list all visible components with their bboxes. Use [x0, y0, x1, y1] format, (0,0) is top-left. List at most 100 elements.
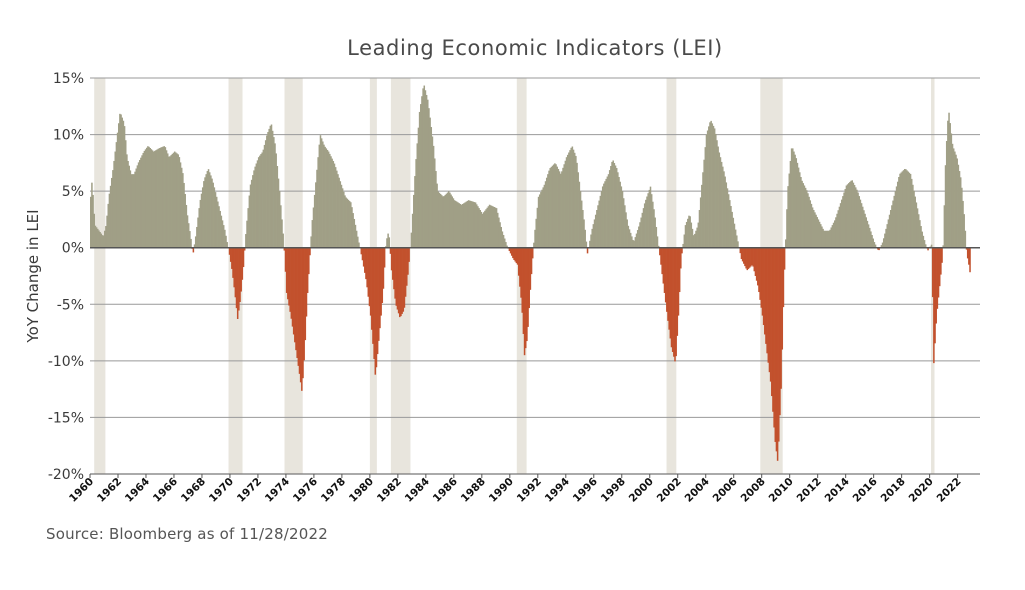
bar-584: [771, 247, 773, 397]
bar-385: [538, 194, 541, 248]
bar-192: [313, 194, 316, 248]
bar-709: [916, 208, 919, 248]
bar-295: [434, 158, 436, 248]
bar-589: [776, 247, 779, 461]
bar-106: [213, 187, 216, 248]
bar-43: [140, 157, 142, 248]
bar-546: [726, 188, 729, 248]
bar-366: [516, 247, 519, 265]
bar-104: [211, 178, 213, 248]
x-tick-label-22: 2004: [683, 476, 712, 505]
bar-78: [180, 167, 183, 248]
bar-591: [779, 247, 781, 416]
bar-204: [327, 151, 330, 248]
bar-341: [487, 206, 490, 248]
bar-391: [545, 177, 548, 248]
bar-698: [903, 168, 906, 248]
bar-47: [144, 149, 147, 248]
bar-334: [479, 210, 482, 248]
bar-254: [386, 238, 388, 248]
bar-351: [499, 222, 501, 248]
bar-89: [193, 244, 196, 248]
bar-161: [277, 178, 280, 248]
bar-234: [362, 247, 365, 267]
bar-700: [906, 170, 908, 248]
bar-238: [367, 247, 370, 297]
y-tick-label-1: 10%: [53, 128, 84, 144]
bar-336: [481, 213, 484, 248]
bar-432: [593, 219, 596, 248]
bar-430: [591, 228, 593, 248]
bar-608: [799, 172, 801, 248]
bar-169: [287, 247, 289, 300]
bar-190: [311, 220, 314, 248]
bar-311: [452, 198, 455, 248]
bar-397: [552, 164, 555, 248]
bar-82: [185, 204, 188, 248]
bar-300: [439, 193, 442, 248]
bar-745: [958, 171, 961, 248]
bar-516: [691, 228, 694, 248]
bar-233: [361, 247, 364, 261]
bar-691: [895, 186, 898, 248]
bar-244: [374, 247, 377, 375]
bar-447: [611, 161, 613, 248]
bar-187: [308, 247, 310, 275]
bar-478: [647, 193, 649, 248]
bar-176: [295, 247, 297, 351]
bar-361: [510, 247, 513, 256]
bar-746: [959, 177, 962, 248]
bar-555: [737, 241, 739, 248]
bar-411: [569, 150, 571, 248]
bar-98: [204, 177, 206, 248]
bar-454: [619, 181, 621, 248]
bar-249: [380, 247, 382, 316]
bar-series: [90, 85, 971, 461]
bar-49: [147, 146, 149, 248]
bar-475: [643, 203, 646, 248]
bar-543: [723, 171, 725, 248]
x-tick-label-27: 2014: [823, 476, 852, 505]
bar-364: [514, 247, 516, 262]
bar-127: [238, 247, 240, 311]
bar-490: [661, 247, 663, 275]
bar-112: [220, 215, 223, 248]
bar-406: [563, 164, 565, 248]
bar-551: [732, 217, 735, 248]
x-tick-label-20: 2000: [627, 476, 656, 505]
bar-481: [650, 194, 653, 248]
bar-487: [657, 245, 660, 248]
bar-375: [527, 247, 529, 327]
x-axis-ticks: 1960196219641966196819701972197419761978…: [67, 474, 964, 505]
bar-247: [378, 247, 380, 341]
bar-702: [908, 172, 911, 248]
bar-228: [355, 230, 358, 248]
bar-140: [253, 170, 255, 248]
bar-134: [246, 220, 248, 248]
bar-690: [894, 191, 897, 248]
bar-417: [576, 162, 578, 248]
bar-347: [494, 207, 497, 248]
bar-529: [706, 130, 709, 248]
bar-656: [854, 187, 857, 248]
bar-504: [677, 247, 680, 316]
x-tick-label-12: 1984: [403, 476, 432, 505]
bar-606: [796, 162, 799, 248]
x-tick-label-21: 2002: [655, 476, 684, 505]
bar-617: [809, 200, 812, 248]
bar-35: [130, 174, 133, 248]
bar-282: [418, 111, 421, 248]
bar-718: [927, 247, 929, 251]
bar-179: [298, 247, 301, 374]
bar-138: [250, 179, 253, 248]
bar-337: [482, 212, 485, 248]
bar-640: [836, 213, 838, 248]
bar-290: [428, 108, 430, 248]
bar-183: [303, 247, 305, 361]
x-tick-label-30: 2020: [907, 476, 936, 505]
bar-16: [108, 193, 111, 248]
y-tick-label-2: 5%: [62, 184, 84, 200]
bar-637: [832, 222, 835, 248]
bar-666: [866, 220, 869, 248]
y-axis-label: YoY Change in LEI: [24, 209, 42, 343]
